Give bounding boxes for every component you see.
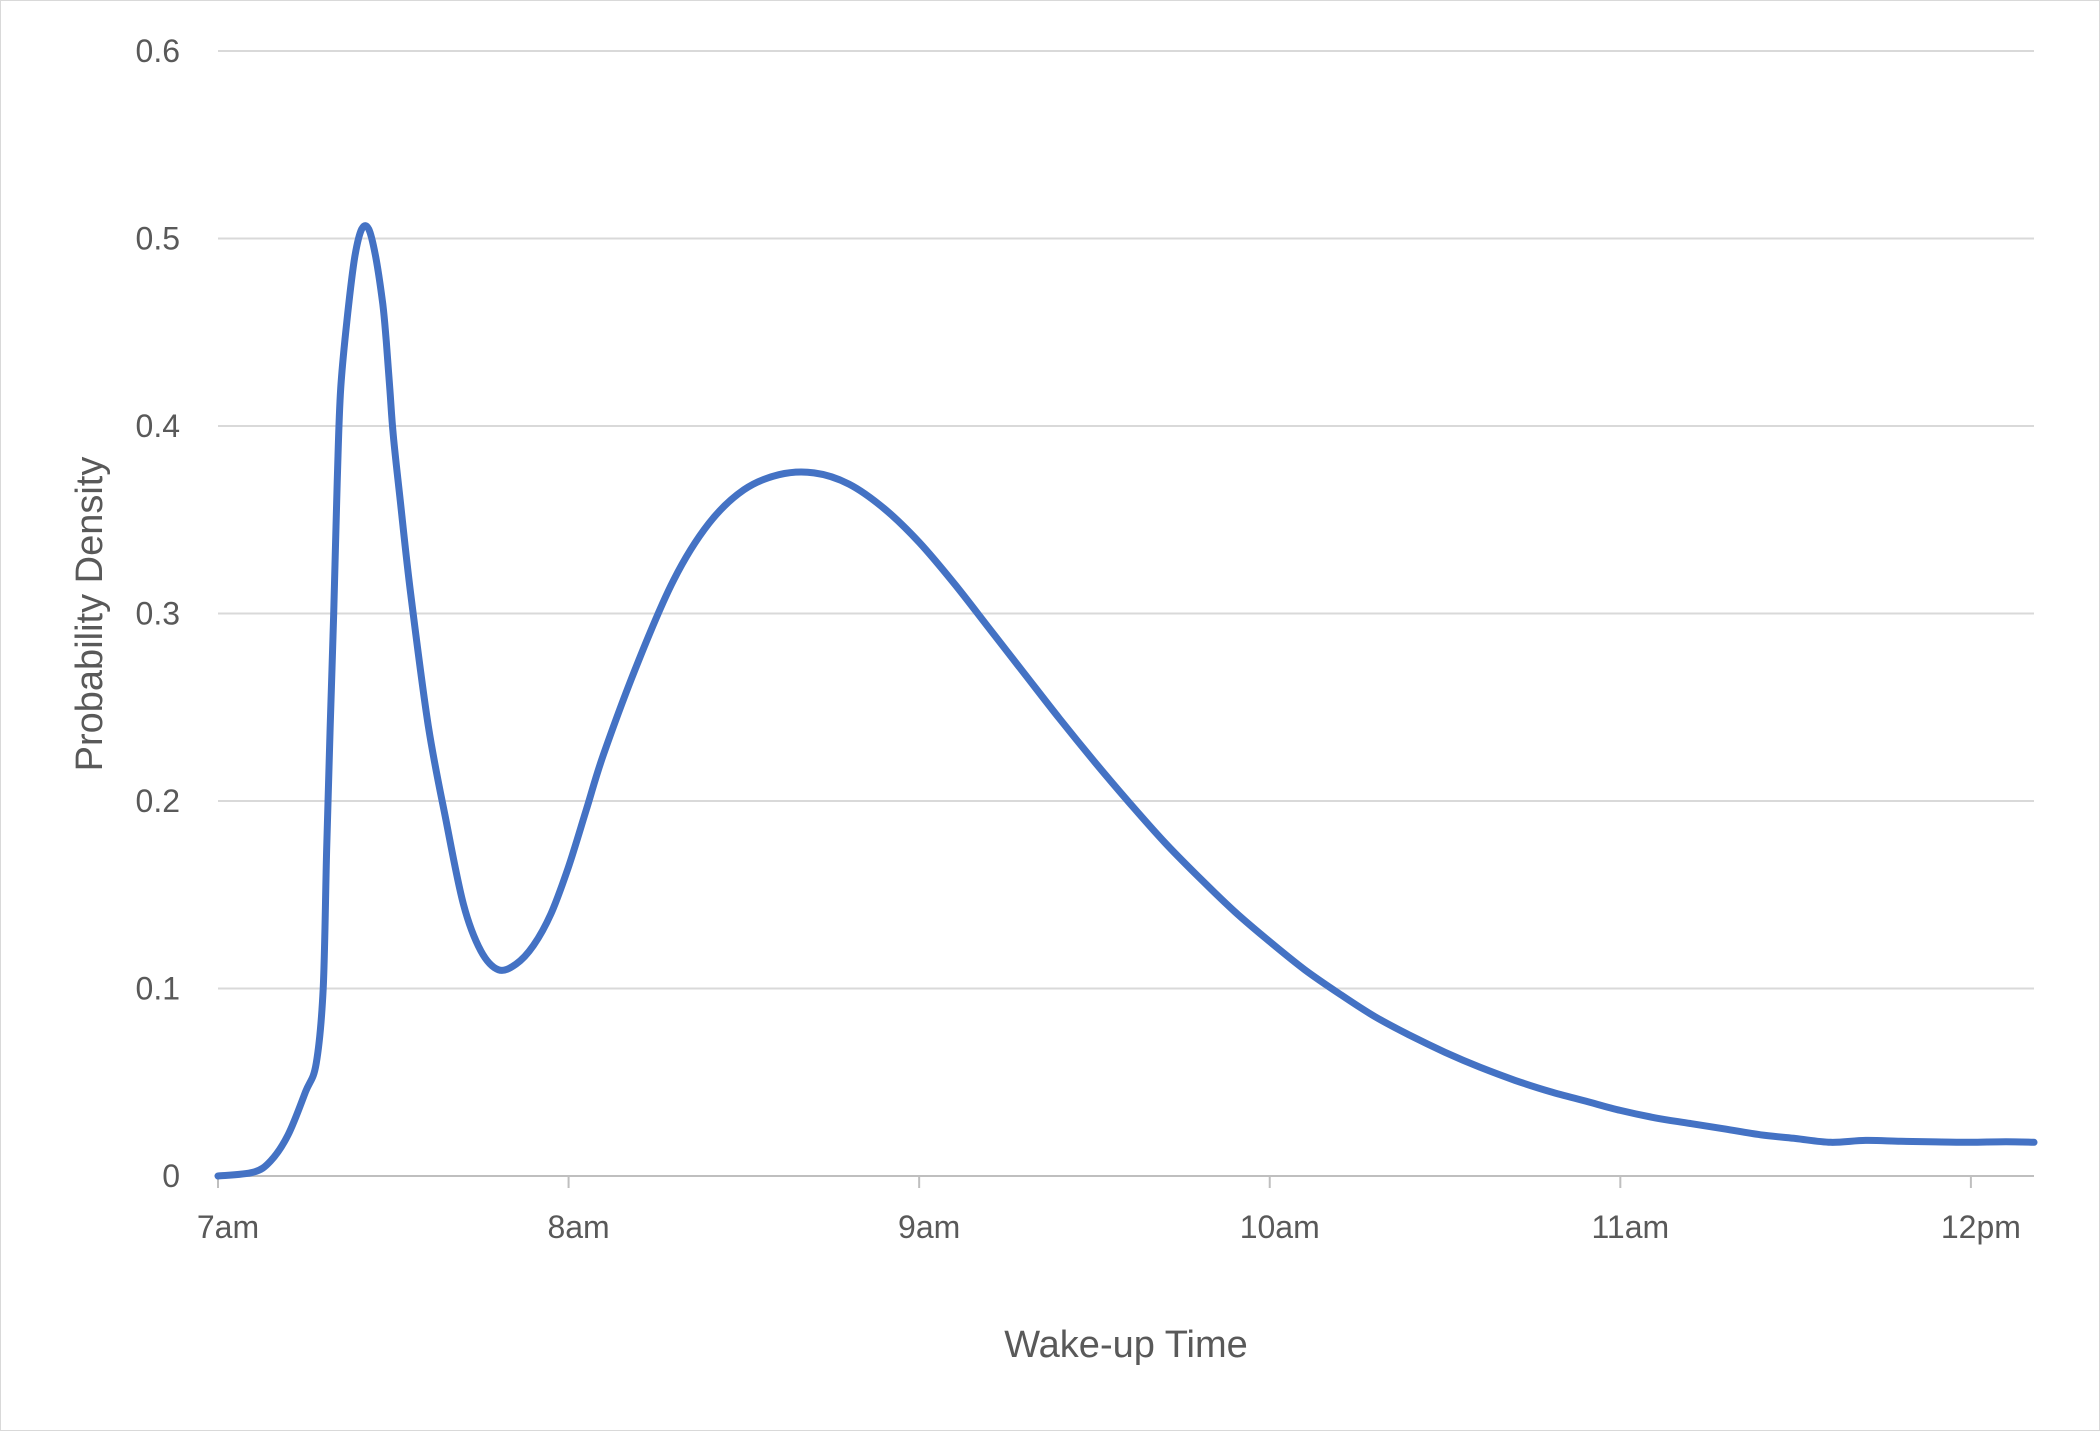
data-point	[381, 302, 385, 306]
data-point	[514, 962, 518, 966]
y-tick-label: 0.5	[136, 221, 180, 257]
data-point	[1794, 1137, 1798, 1141]
data-point	[1899, 1139, 1903, 1143]
data-point	[1057, 717, 1061, 721]
data-point	[353, 255, 357, 259]
data-point	[360, 227, 364, 231]
y-tick-label: 0.6	[136, 33, 180, 69]
data-point	[1128, 801, 1132, 805]
data-point	[1688, 1122, 1692, 1126]
data-point	[1548, 1090, 1552, 1094]
data-point	[374, 255, 378, 259]
data-point	[1829, 1140, 1833, 1144]
data-point	[917, 540, 921, 544]
data-point	[304, 1090, 308, 1094]
data-point	[1618, 1108, 1622, 1112]
y-tick-label: 0	[162, 1158, 180, 1194]
data-point	[987, 627, 991, 631]
data-point	[1198, 876, 1202, 880]
data-point	[388, 387, 392, 391]
data-point	[332, 612, 336, 616]
data-point	[882, 507, 886, 511]
data-point	[391, 433, 395, 437]
y-tick-label: 0.1	[136, 971, 180, 1007]
data-point	[461, 902, 465, 906]
data-point	[1092, 760, 1096, 764]
data-point	[1724, 1127, 1728, 1131]
x-axis-title: Wake-up Time	[1004, 1324, 1248, 1366]
y-axis-tick-labels: 0 0.1 0.2 0.3 0.4 0.5 0.6	[136, 33, 180, 1194]
data-point	[1513, 1078, 1517, 1082]
density-curve-line	[214, 222, 2038, 1180]
data-point	[567, 865, 571, 869]
data-point	[847, 482, 851, 486]
data-point	[742, 488, 746, 492]
data-point	[1233, 910, 1237, 914]
data-point	[426, 724, 430, 728]
x-axis-ticks	[217, 1176, 1972, 1188]
data-point	[952, 582, 956, 586]
data-point	[328, 724, 332, 728]
y-tick-label: 0.2	[136, 783, 180, 819]
x-tick-label: 7am	[197, 1209, 259, 1245]
data-point	[339, 387, 343, 391]
x-axis-tick-labels: 7am 8am 9am 10am 11am 12pm	[197, 1209, 2021, 1245]
data-point	[269, 1159, 273, 1163]
y-tick-label: 0.3	[136, 596, 180, 632]
data-point	[1163, 840, 1167, 844]
data-point	[1934, 1140, 1938, 1144]
data-point	[479, 949, 483, 953]
data-point	[1759, 1133, 1763, 1137]
data-point	[497, 968, 501, 972]
x-tick-label: 11am	[1591, 1209, 1669, 1245]
y-axis-title: Probability Density	[69, 457, 111, 772]
gridlines	[218, 50, 2034, 990]
data-point	[398, 499, 402, 503]
data-point	[584, 808, 588, 812]
data-point	[321, 987, 325, 991]
data-point	[335, 480, 339, 484]
data-point	[1022, 672, 1026, 676]
data-point	[637, 658, 641, 662]
data-point	[602, 752, 606, 756]
data-point	[314, 1062, 318, 1066]
data-point	[1303, 968, 1307, 972]
x-tick-label: 8am	[547, 1209, 609, 1245]
density-curve-points	[216, 227, 2036, 1178]
data-point	[812, 471, 816, 475]
data-point	[444, 818, 448, 822]
data-point	[251, 1170, 255, 1174]
data-point	[707, 522, 711, 526]
data-point	[384, 340, 388, 344]
data-point	[216, 1174, 220, 1178]
data-point	[325, 846, 329, 850]
data-point	[367, 227, 371, 231]
data-point	[346, 312, 350, 316]
x-tick-label: 9am	[898, 1209, 960, 1245]
data-point	[1969, 1140, 1973, 1144]
data-point	[1373, 1015, 1377, 1019]
data-point	[1443, 1050, 1447, 1054]
data-point	[409, 593, 413, 597]
data-point	[1338, 992, 1342, 996]
data-point	[1864, 1138, 1868, 1142]
data-point	[1478, 1065, 1482, 1069]
data-point	[549, 912, 553, 916]
data-point	[1653, 1116, 1657, 1120]
data-point	[532, 943, 536, 947]
data-point	[2032, 1140, 2036, 1144]
data-point	[1408, 1033, 1412, 1037]
x-tick-label: 10am	[1240, 1209, 1320, 1245]
data-point	[286, 1133, 290, 1137]
data-point	[2004, 1140, 2008, 1144]
data-point	[672, 578, 676, 582]
data-point	[777, 473, 781, 477]
y-tick-label: 0.4	[136, 408, 180, 444]
data-point	[1583, 1099, 1587, 1103]
x-tick-label: 12pm	[1941, 1209, 2021, 1245]
data-point	[1268, 940, 1272, 944]
